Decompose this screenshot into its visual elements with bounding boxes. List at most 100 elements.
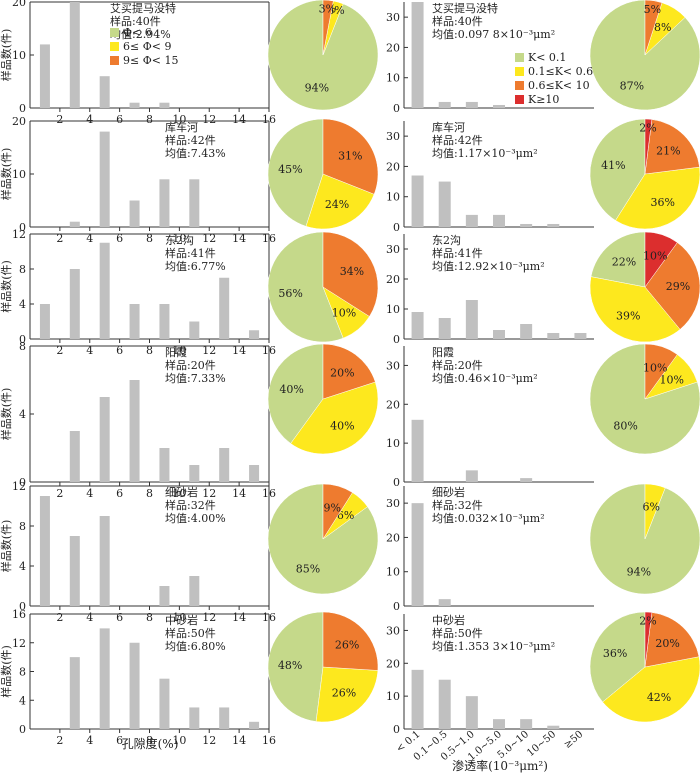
pie-slice xyxy=(589,611,646,703)
x-tick-label: 6 xyxy=(116,232,123,245)
pie: 22% 39% 29% 10% xyxy=(589,231,700,343)
x-tick-label: 16 xyxy=(262,113,276,126)
x-category-label: 10~50 xyxy=(525,729,558,759)
y-tick-label: 0 xyxy=(393,476,400,489)
legend-swatch xyxy=(515,95,524,104)
bar xyxy=(219,448,230,482)
pie-label: 21% xyxy=(656,145,680,158)
bar xyxy=(189,465,200,482)
y-tick-label: 4 xyxy=(19,298,26,311)
pie-label: 10% xyxy=(643,250,667,263)
info-line: 样品:20件 xyxy=(432,358,483,372)
pie-slice xyxy=(322,483,353,540)
pie: 56% 10% 34% xyxy=(267,231,379,343)
info-line: 均值:2.94% xyxy=(110,28,171,41)
legend-label: K≥10 xyxy=(528,93,559,106)
legend-label: K< 0.1 xyxy=(528,51,566,64)
pie-label: 31% xyxy=(338,149,362,162)
info-line: 中砂岩 xyxy=(165,613,198,627)
pie: 85% 6%9% xyxy=(267,483,379,595)
y-axis-title: 样品数(件) xyxy=(0,148,13,201)
y-tick-label: 4 xyxy=(19,694,26,707)
x-tick-label: 12 xyxy=(202,232,216,245)
pie-label: 56% xyxy=(278,287,302,300)
info-line: 样品:40件 xyxy=(432,14,483,28)
y-tick-label: 10 xyxy=(12,168,26,181)
pie-slice xyxy=(644,231,678,288)
bar xyxy=(520,478,533,482)
bar xyxy=(219,277,230,339)
y-tick-label: 20 xyxy=(386,273,400,286)
legend-swatch xyxy=(515,67,524,76)
bar xyxy=(520,719,533,729)
bar xyxy=(520,223,533,227)
x-tick-label: 2 xyxy=(56,611,63,624)
pie-slice xyxy=(590,231,646,288)
pie-slice xyxy=(644,343,678,400)
permeability-x-axis-title: 渗透率(10⁻³μm²) xyxy=(452,758,548,773)
pie: 40% 40% 20% xyxy=(267,343,379,455)
bar xyxy=(547,333,560,339)
x-tick-label: 2 xyxy=(56,232,63,245)
pie-label: 24% xyxy=(325,198,349,211)
pie-slice xyxy=(644,612,700,668)
info-line: 中砂岩 xyxy=(432,613,465,627)
legend-label: 9≤ Φ< 15 xyxy=(123,54,178,67)
bar xyxy=(493,214,505,227)
x-tick-label: 6 xyxy=(116,344,123,357)
bar xyxy=(129,642,140,729)
x-tick-label: 8 xyxy=(146,611,153,624)
pie-label: 87% xyxy=(620,79,644,92)
pie-slice xyxy=(644,0,663,56)
y-tick-label: 30 xyxy=(386,497,400,510)
y-tick-label: 8 xyxy=(19,263,26,276)
x-tick-label: 2 xyxy=(56,344,63,357)
info-line: 均值:1.17×10⁻³μm² xyxy=(432,147,538,160)
pie-slice xyxy=(290,381,379,455)
y-tick-label: 0 xyxy=(393,600,400,613)
pie: 94%3%3% xyxy=(267,0,379,111)
bar xyxy=(411,175,424,227)
pie-label: 10% xyxy=(332,306,356,319)
x-tick-label: 10 xyxy=(172,113,186,126)
x-tick-label: 12 xyxy=(202,734,216,747)
info-line: 样品:41件 xyxy=(165,246,216,260)
x-tick-label: 14 xyxy=(232,344,246,357)
y-tick-label: 20 xyxy=(12,0,26,9)
info-line: 均值:1.353 3×10⁻³μm² xyxy=(432,640,555,653)
y-axis-title: 样品数(件) xyxy=(0,260,13,313)
y-tick-label: 0 xyxy=(19,102,26,115)
x-tick-label: 12 xyxy=(202,487,216,500)
legend-label: 0.1≤K< 0.6 xyxy=(528,65,593,78)
y-tick-label: 0 xyxy=(19,333,26,346)
x-tick-label: 10 xyxy=(172,487,186,500)
info-line: 库车河 xyxy=(165,120,198,134)
pie: 41% 36% 21%2% xyxy=(589,118,700,230)
pie-slice xyxy=(267,231,344,343)
y-tick-label: 10 xyxy=(386,566,400,579)
bar xyxy=(99,628,110,729)
y-tick-label: 20 xyxy=(386,41,400,54)
x-tick-label: 10 xyxy=(172,734,186,747)
bar xyxy=(465,214,478,227)
pie-label: 45% xyxy=(278,163,302,176)
info-line: 东2沟 xyxy=(432,234,461,247)
pie: 87% 8% 5% xyxy=(589,0,700,111)
pie-label: 26% xyxy=(332,686,356,699)
pie-slice xyxy=(589,276,681,343)
bar xyxy=(438,318,451,339)
pie-label: 94% xyxy=(627,565,651,578)
y-axis-title: 样品数(件) xyxy=(0,520,13,573)
info-line: 均值:4.00% xyxy=(165,512,226,525)
bar xyxy=(159,586,170,606)
x-tick-label: 12 xyxy=(202,344,216,357)
x-category-label: ≥50 xyxy=(562,729,585,751)
bar xyxy=(189,179,200,227)
bar xyxy=(189,321,200,339)
x-tick-label: 6 xyxy=(116,611,123,624)
y-tick-label: 20 xyxy=(386,160,400,173)
